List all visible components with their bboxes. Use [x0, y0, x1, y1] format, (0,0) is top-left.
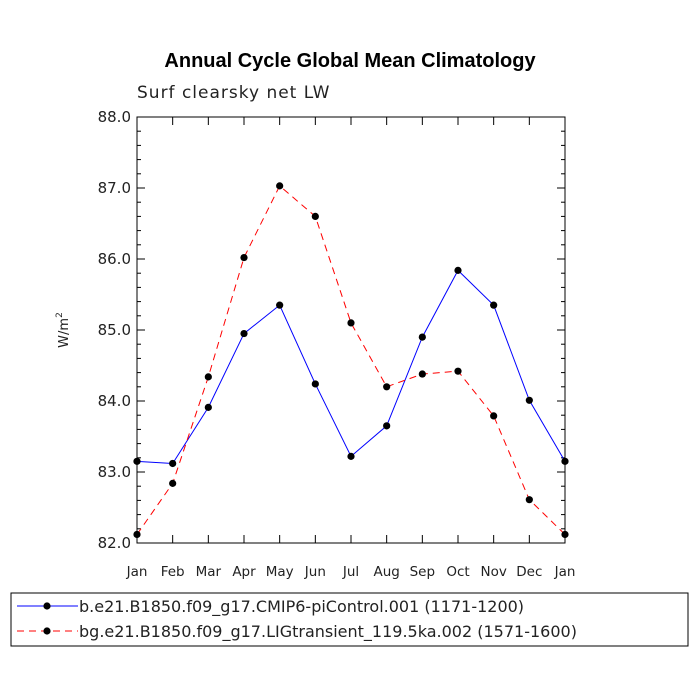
x-axis: Jan Feb Mar Apr May Jun Jul Aug Sep Oct Nov Dec Jan — [126, 117, 576, 580]
series-2-point — [525, 496, 533, 504]
y-tick-label: 83.0 — [98, 463, 131, 481]
series-2-point — [418, 370, 426, 378]
chart-subtitle: Surf clearsky net LW — [137, 83, 330, 103]
y-tick-label: 88.0 — [98, 108, 131, 126]
legend-marker-2 — [43, 627, 51, 635]
y-axis: 82.0 83.0 84.0 85.0 86.0 87.0 88.0 — [98, 108, 565, 552]
series-layer — [133, 182, 569, 539]
x-tick-label: Nov — [480, 564, 506, 580]
series-2-point — [347, 319, 355, 327]
x-tick-label: Sep — [410, 564, 435, 580]
series-1-point — [240, 329, 248, 338]
x-tick-label: Jul — [342, 564, 359, 580]
x-tick-label: Apr — [232, 564, 256, 580]
series-1-point — [169, 459, 177, 468]
y-tick-label: 86.0 — [98, 250, 131, 268]
series-2-point — [276, 182, 284, 190]
legend-label-1: b.e21.B1850.f09_g17.CMIP6-piControl.001 … — [79, 597, 524, 617]
y-axis-label-text: W/m — [57, 318, 72, 348]
series-line-1 — [136, 269, 566, 464]
series-line-2 — [136, 185, 566, 535]
series-1-point — [490, 301, 498, 309]
series-2-point — [133, 530, 141, 539]
series-1-point — [347, 452, 355, 460]
x-tick-label: Oct — [446, 564, 469, 580]
x-tick-label: Aug — [373, 564, 399, 580]
y-tick-label: 85.0 — [98, 321, 131, 339]
chart-title: Annual Cycle Global Mean Climatology — [164, 50, 536, 72]
y-tick-label: 84.0 — [98, 392, 131, 410]
series-1-point — [525, 396, 533, 404]
series-2-point — [454, 367, 462, 375]
series-1-point — [133, 457, 141, 465]
legend-box — [10, 592, 689, 647]
legend: b.e21.B1850.f09_g17.CMIP6-piControl.001 … — [17, 597, 577, 642]
x-tick-label: May — [266, 564, 294, 580]
y-tick-label: 87.0 — [98, 179, 131, 197]
y-tick-label: 82.0 — [98, 534, 131, 552]
series-2-point — [169, 479, 177, 487]
series-2-point — [311, 212, 319, 220]
series-2-point — [490, 412, 498, 420]
series-1-point — [276, 301, 284, 309]
series-2-point — [240, 253, 248, 262]
series-1-point — [454, 266, 462, 274]
series-2-point — [204, 373, 212, 381]
x-tick-label: Dec — [516, 564, 542, 580]
x-tick-label: Jan — [554, 564, 576, 580]
series-1-point — [418, 333, 426, 341]
plot-frame — [136, 116, 566, 544]
y-axis-label: W/m2 — [55, 312, 72, 348]
y-axis-label-exponent: 2 — [55, 312, 65, 318]
x-tick-label: Feb — [161, 564, 185, 580]
series-2-point — [561, 530, 569, 539]
x-tick-label: Jun — [304, 564, 326, 580]
series-1-point — [311, 380, 319, 388]
series-1-point — [204, 403, 212, 411]
series-1-point — [383, 422, 391, 430]
x-tick-label: Jan — [126, 564, 148, 580]
x-tick-label: Mar — [196, 564, 222, 580]
legend-label-2: bg.e21.B1850.f09_g17.LIGtransient_119.5k… — [79, 622, 577, 642]
series-1-point — [561, 457, 569, 465]
legend-marker-1 — [43, 602, 51, 610]
series-2-point — [383, 383, 391, 391]
